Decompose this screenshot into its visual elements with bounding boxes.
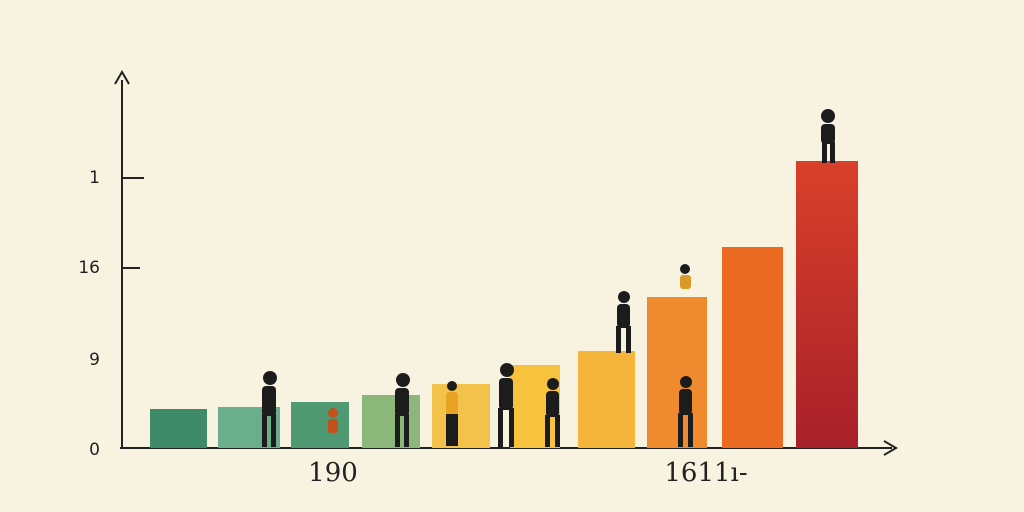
y-axis-label: 1	[89, 168, 100, 188]
bar	[150, 409, 207, 448]
y-axis-arrow	[114, 70, 130, 85]
x-axis-label: 190	[308, 458, 358, 488]
bar	[432, 384, 490, 448]
x-axis-label: 1611ı-	[664, 458, 747, 488]
bar	[796, 161, 858, 448]
bar	[647, 297, 707, 448]
bar	[362, 395, 420, 448]
bar	[578, 351, 635, 448]
y-axis-label: 16	[78, 258, 100, 278]
x-axis-arrow	[883, 440, 898, 456]
bar	[291, 402, 349, 448]
figures	[262, 109, 835, 447]
bar	[722, 247, 783, 448]
y-axis-label: 9	[89, 350, 100, 370]
y-axis-label: 0	[89, 440, 100, 460]
